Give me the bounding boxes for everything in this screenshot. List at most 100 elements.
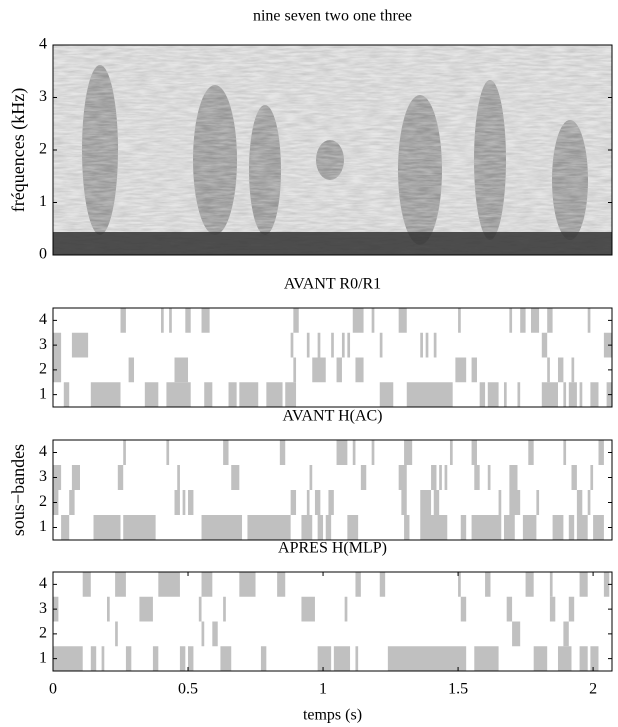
segment [53, 646, 83, 671]
segment [279, 440, 286, 465]
segment [179, 646, 186, 671]
segment [533, 646, 548, 671]
segment [598, 440, 604, 465]
segment [563, 440, 567, 465]
segment [431, 465, 437, 490]
segment [125, 646, 132, 671]
segment [290, 490, 297, 515]
segment [576, 490, 583, 515]
segment [471, 440, 477, 465]
segment [317, 332, 321, 358]
y-axis-label: sous−bandes [8, 444, 28, 536]
segment [487, 382, 499, 407]
segment [528, 440, 534, 465]
segment [61, 515, 70, 540]
segment [557, 646, 572, 671]
segment [325, 515, 332, 540]
segment [404, 440, 413, 465]
y-tick-label: 1 [39, 385, 47, 402]
segment [312, 357, 326, 383]
segment [290, 332, 294, 358]
segment [398, 465, 407, 490]
segment [471, 515, 502, 540]
segment [549, 596, 556, 622]
segment [174, 490, 180, 515]
segment [420, 490, 432, 515]
segment [188, 490, 194, 515]
segment [433, 490, 440, 515]
segment [331, 332, 334, 358]
segment [571, 357, 575, 383]
segment [158, 572, 180, 597]
segment [522, 515, 537, 540]
y-tick-label: 2 [39, 361, 47, 378]
segment [371, 308, 375, 333]
segment [401, 490, 407, 515]
segment [333, 646, 351, 671]
segment [201, 515, 243, 540]
segment [198, 596, 202, 622]
segment [123, 440, 126, 465]
segment [379, 332, 383, 358]
y-tick-label: 4 [39, 36, 47, 53]
segment [460, 596, 467, 622]
segment [498, 490, 502, 515]
segment [487, 465, 491, 490]
segment [220, 646, 232, 671]
segment [212, 621, 218, 647]
x-tick-label: 0 [49, 681, 57, 698]
segment [433, 332, 437, 358]
y-tick-label: 1 [39, 193, 47, 210]
segment [579, 646, 588, 671]
y-tick-label: 4 [39, 575, 47, 592]
segment [347, 515, 359, 540]
segment [425, 332, 429, 358]
segment [53, 357, 62, 383]
segment [458, 308, 461, 333]
segment [306, 490, 310, 515]
segment [223, 440, 229, 465]
segment [239, 572, 256, 597]
segment [90, 382, 121, 407]
segment [503, 382, 507, 407]
segment [474, 465, 480, 490]
y-tick-label: 2 [39, 141, 47, 158]
segment [306, 332, 310, 358]
segment [579, 572, 588, 597]
segment [590, 646, 599, 671]
axes-frame [52, 439, 613, 541]
segment [525, 572, 534, 597]
x-axis-label: temps (s) [303, 707, 362, 724]
segment [239, 382, 259, 407]
segment [347, 332, 351, 358]
segment [355, 646, 359, 671]
segment [603, 332, 612, 358]
y-tick-label: 3 [39, 600, 47, 617]
segment [336, 440, 348, 465]
panel-title: AVANT H(AC) [282, 408, 382, 425]
segment [536, 490, 540, 515]
segment [603, 572, 610, 597]
segment [53, 332, 62, 358]
segment [471, 357, 477, 383]
segment [185, 308, 191, 333]
segment [101, 646, 105, 671]
segment [71, 465, 81, 490]
y-tick-label: 4 [39, 443, 47, 460]
segment [568, 382, 577, 407]
segment [355, 572, 361, 597]
segment [547, 308, 553, 333]
segment [590, 465, 594, 490]
segment [352, 440, 356, 465]
segment [161, 308, 164, 333]
segment [460, 515, 467, 540]
y-tick-label: 1 [39, 649, 47, 666]
segment [317, 646, 332, 671]
segment [530, 308, 540, 333]
segment [520, 308, 526, 333]
segment [201, 572, 213, 597]
segment [260, 646, 267, 671]
segment [379, 382, 394, 407]
segment [128, 357, 135, 383]
